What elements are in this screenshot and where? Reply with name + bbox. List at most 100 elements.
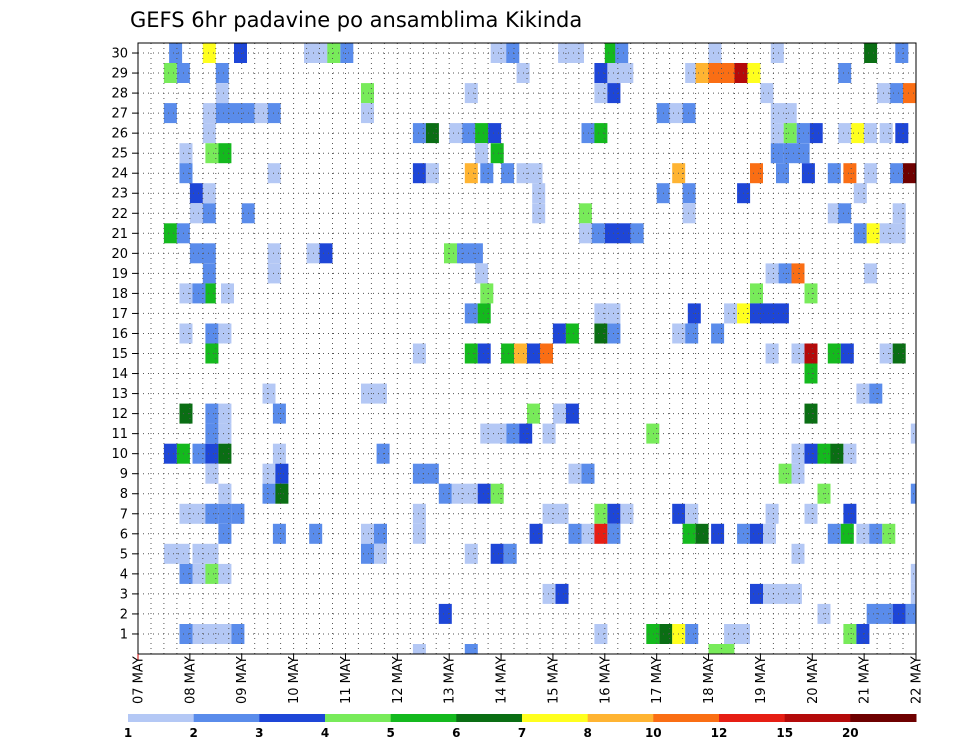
heat-cell <box>542 423 556 444</box>
heat-cell <box>750 583 763 604</box>
chart-title: GEFS 6hr padavine po ansamblima Kikinda <box>130 8 582 32</box>
x-tick-label: 12 MAY <box>391 656 406 704</box>
heat-cell <box>267 243 281 264</box>
heat-cell <box>594 83 608 104</box>
y-tick-label: 25 <box>111 147 128 162</box>
heat-cell <box>760 83 774 104</box>
heat-cell <box>475 123 489 144</box>
heat-cell <box>275 483 289 504</box>
heat-cell <box>506 43 520 63</box>
heat-cell <box>361 83 374 104</box>
heat-cell <box>215 103 255 124</box>
colorbar-label: 6 <box>452 726 460 740</box>
heat-cell <box>477 483 491 504</box>
heat-cell <box>630 223 644 244</box>
colorbar-label: 10 <box>645 726 662 740</box>
heat-cell <box>853 223 867 244</box>
heat-cell <box>205 143 219 164</box>
heat-cell <box>179 624 193 644</box>
colorbar-label: 7 <box>518 726 526 740</box>
heat-cell <box>607 63 634 83</box>
y-tick-label: 22 <box>111 207 128 222</box>
heat-cell <box>361 103 374 124</box>
heat-cell <box>830 443 844 464</box>
colorbar: 1 2 3 4 5 6 7 8 10 12 15 20 <box>124 714 917 740</box>
heat-cell <box>205 503 219 524</box>
heat-cell <box>412 523 426 544</box>
heat-cell <box>231 503 245 524</box>
heat-cell <box>179 143 193 164</box>
heat-cell <box>903 163 916 184</box>
heat-cell <box>374 543 387 564</box>
heat-cell <box>783 123 797 144</box>
y-tick-label: 3 <box>120 587 128 602</box>
x-tick-label: 14 MAY <box>495 656 510 704</box>
heat-cell <box>425 123 439 144</box>
heat-cell <box>804 283 818 304</box>
heat-cell <box>770 43 784 63</box>
heat-cell <box>763 583 802 604</box>
heat-cell <box>552 323 566 344</box>
heat-cell <box>565 323 579 344</box>
y-tick-label: 16 <box>111 327 128 342</box>
heat-cell <box>202 123 216 144</box>
x-tick-label: 11 MAY <box>339 656 354 704</box>
heat-cell <box>205 343 219 364</box>
heat-cell <box>475 143 489 164</box>
heat-cell <box>864 123 878 144</box>
heat-cell <box>205 323 219 344</box>
heat-cell <box>838 123 852 144</box>
heat-cell <box>272 443 286 464</box>
heat-cell <box>319 243 333 264</box>
y-tick-label: 8 <box>120 487 128 502</box>
grid-layer <box>138 43 916 654</box>
colorbar-swatch <box>325 714 392 722</box>
heat-cell <box>218 423 232 444</box>
heat-cell <box>682 103 696 124</box>
heat-cell <box>578 223 592 244</box>
heat-cell <box>711 323 725 344</box>
y-tick-label: 6 <box>120 527 128 542</box>
heat-cell <box>843 503 857 524</box>
heat-cell <box>444 243 457 264</box>
colorbar-swatch <box>456 714 523 722</box>
colorbar-swatch <box>259 714 326 722</box>
heat-cell <box>490 483 504 504</box>
heat-cell <box>477 303 491 324</box>
heat-cell <box>540 343 553 364</box>
heat-cell <box>475 263 489 284</box>
heat-cell <box>838 63 852 83</box>
heat-cell <box>202 43 216 63</box>
x-axis-ticks: 07 MAY 08 MAY 09 MAY 10 MAY 11 MAY 12 MAY 13 M… <box>132 654 925 704</box>
colorbar-label: 4 <box>321 726 329 740</box>
heat-cell <box>770 123 784 144</box>
y-tick-label: 10 <box>111 447 128 462</box>
heat-cell <box>685 503 699 524</box>
heat-cell <box>594 523 608 544</box>
colorbar-swatch <box>850 714 917 722</box>
colorbar-swatch <box>128 714 195 722</box>
colorbar-swatch <box>587 714 654 722</box>
heat-cell <box>594 63 608 83</box>
heat-cell <box>734 63 748 83</box>
colorbar-swatch <box>653 714 720 722</box>
heat-cell <box>412 163 426 184</box>
heat-cell <box>646 423 660 444</box>
heat-cell <box>163 443 177 464</box>
heat-cell <box>615 43 629 63</box>
heat-cell <box>724 303 738 324</box>
heat-cell <box>879 123 893 144</box>
heat-cell <box>869 383 883 404</box>
heat-cell <box>682 523 696 544</box>
heat-cell <box>179 563 193 584</box>
heat-cell <box>895 43 909 63</box>
colorbar-swatch <box>522 714 589 722</box>
heat-cell <box>682 203 696 224</box>
heat-cell <box>189 203 203 224</box>
heat-cell <box>221 283 234 304</box>
heat-cell <box>202 183 216 204</box>
heat-cell <box>659 624 673 644</box>
heat-cell <box>594 323 608 344</box>
heat-cell <box>163 103 177 124</box>
